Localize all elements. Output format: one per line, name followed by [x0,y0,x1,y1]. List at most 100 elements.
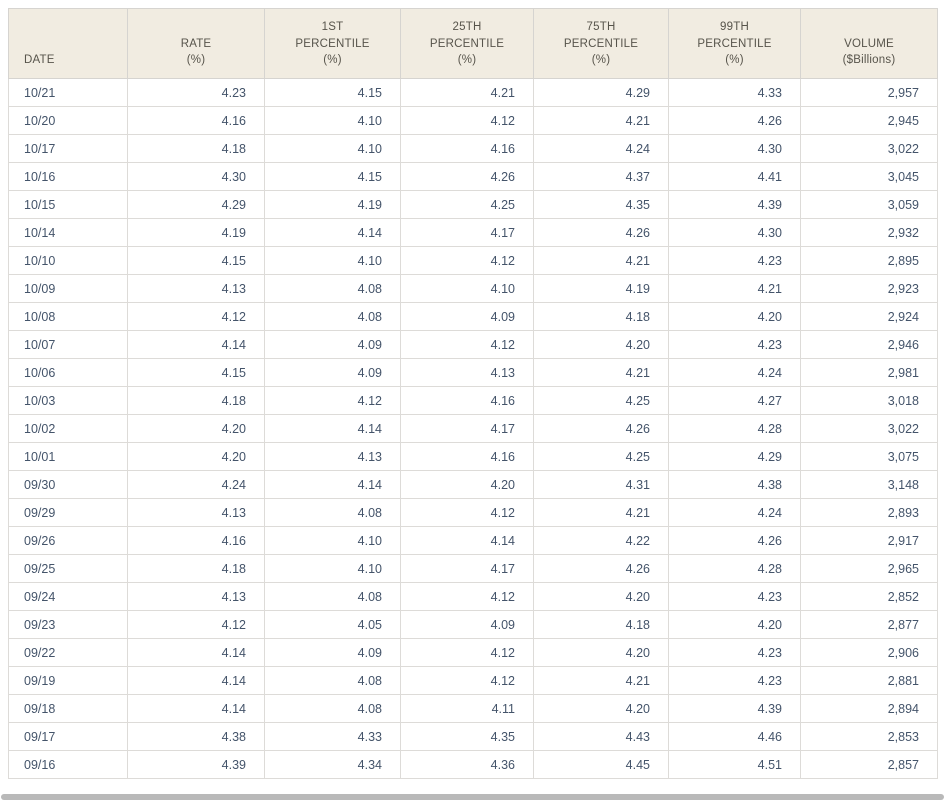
value-cell: 4.16 [400,134,534,164]
value-cell: 3,075 [800,442,938,472]
value-cell: 4.43 [533,722,669,752]
value-cell: 4.23 [668,638,801,668]
value-cell: 3,059 [800,190,938,220]
value-cell: 4.10 [264,526,401,556]
value-cell: 4.31 [533,470,669,500]
value-cell: 4.14 [127,638,265,668]
value-cell: 4.26 [533,414,669,444]
value-cell: 4.29 [668,442,801,472]
table-row: 10/15 4.29 4.19 4.25 4.35 4.39 3,059 [8,190,938,220]
value-cell: 4.38 [668,470,801,500]
value-cell: 4.24 [668,358,801,388]
value-cell: 4.38 [127,722,265,752]
value-cell: 4.09 [400,302,534,332]
date-cell: 10/01 [8,442,128,472]
value-cell: 4.15 [127,358,265,388]
value-cell: 2,857 [800,750,938,780]
column-header-99th-percentile: 99TH PERCENTILE (%) [668,7,801,80]
value-cell: 3,045 [800,162,938,192]
value-cell: 4.18 [533,610,669,640]
value-cell: 4.08 [264,694,401,724]
value-cell: 4.05 [264,610,401,640]
value-cell: 4.21 [533,666,669,696]
value-cell: 4.25 [533,442,669,472]
value-cell: 4.21 [400,78,534,108]
table-row: 10/06 4.15 4.09 4.13 4.21 4.24 2,981 [8,358,938,388]
value-cell: 4.13 [264,442,401,472]
value-cell: 4.51 [668,750,801,780]
value-cell: 4.34 [264,750,401,780]
value-cell: 4.28 [668,554,801,584]
value-cell: 4.25 [533,386,669,416]
value-cell: 3,022 [800,134,938,164]
value-cell: 4.18 [533,302,669,332]
value-cell: 4.20 [127,414,265,444]
value-cell: 4.26 [668,526,801,556]
value-cell: 4.08 [264,498,401,528]
value-cell: 4.15 [264,78,401,108]
value-cell: 4.17 [400,414,534,444]
value-cell: 4.10 [264,134,401,164]
date-cell: 09/30 [8,470,128,500]
value-cell: 4.37 [533,162,669,192]
date-cell: 10/15 [8,190,128,220]
rates-data-table: DATE RATE (%) 1ST PERCENTILE (%) 25TH PE… [8,7,938,780]
value-cell: 4.22 [533,526,669,556]
date-cell: 10/14 [8,218,128,248]
value-cell: 4.23 [668,666,801,696]
date-cell: 09/22 [8,638,128,668]
value-cell: 4.16 [127,106,265,136]
value-cell: 4.13 [127,582,265,612]
table-row: 10/02 4.20 4.14 4.17 4.26 4.28 3,022 [8,414,938,444]
value-cell: 4.14 [264,414,401,444]
column-header-volume: VOLUME ($Billions) [800,7,938,80]
value-cell: 4.15 [127,246,265,276]
value-cell: 4.10 [264,106,401,136]
value-cell: 3,018 [800,386,938,416]
value-cell: 2,877 [800,610,938,640]
date-cell: 10/06 [8,358,128,388]
value-cell: 4.10 [264,554,401,584]
value-cell: 4.21 [533,358,669,388]
value-cell: 4.46 [668,722,801,752]
table-row: 10/03 4.18 4.12 4.16 4.25 4.27 3,018 [8,386,938,416]
value-cell: 4.26 [668,106,801,136]
date-cell: 10/21 [8,78,128,108]
value-cell: 2,957 [800,78,938,108]
value-cell: 2,965 [800,554,938,584]
value-cell: 4.13 [400,358,534,388]
value-cell: 4.35 [533,190,669,220]
date-cell: 09/26 [8,526,128,556]
table-row: 09/30 4.24 4.14 4.20 4.31 4.38 3,148 [8,470,938,500]
table-row: 10/01 4.20 4.13 4.16 4.25 4.29 3,075 [8,442,938,472]
table-row: 10/09 4.13 4.08 4.10 4.19 4.21 2,923 [8,274,938,304]
value-cell: 4.16 [127,526,265,556]
table-row: 10/08 4.12 4.08 4.09 4.18 4.20 2,924 [8,302,938,332]
value-cell: 4.26 [533,554,669,584]
value-cell: 4.35 [400,722,534,752]
value-cell: 4.13 [127,498,265,528]
value-cell: 4.20 [533,582,669,612]
value-cell: 4.14 [264,218,401,248]
value-cell: 4.20 [533,638,669,668]
date-cell: 09/17 [8,722,128,752]
table-row: 09/23 4.12 4.05 4.09 4.18 4.20 2,877 [8,610,938,640]
horizontal-scrollbar[interactable] [1,794,944,800]
column-header-1st-percentile: 1ST PERCENTILE (%) [264,7,401,80]
value-cell: 4.23 [668,330,801,360]
date-cell: 10/17 [8,134,128,164]
column-header-75th-percentile: 75TH PERCENTILE (%) [533,7,669,80]
value-cell: 4.17 [400,218,534,248]
value-cell: 4.20 [127,442,265,472]
value-cell: 3,022 [800,414,938,444]
table-row: 10/14 4.19 4.14 4.17 4.26 4.30 2,932 [8,218,938,248]
value-cell: 3,148 [800,470,938,500]
value-cell: 4.24 [668,498,801,528]
value-cell: 4.36 [400,750,534,780]
value-cell: 4.11 [400,694,534,724]
date-cell: 09/18 [8,694,128,724]
table-row: 09/17 4.38 4.33 4.35 4.43 4.46 2,853 [8,722,938,752]
value-cell: 4.12 [400,498,534,528]
value-cell: 4.28 [668,414,801,444]
value-cell: 4.10 [264,246,401,276]
